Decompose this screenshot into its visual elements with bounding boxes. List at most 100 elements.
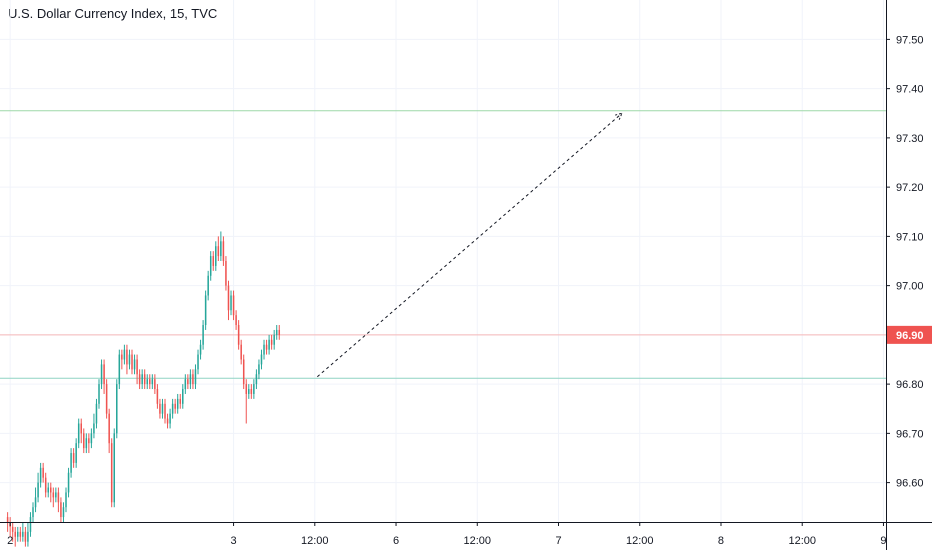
- y-tick-label: 97.10: [896, 231, 924, 243]
- candle: [88, 438, 90, 444]
- x-tick-label: 12:00: [464, 535, 492, 547]
- candle: [32, 507, 34, 518]
- current-price-tag: 96.90: [887, 325, 932, 344]
- candle: [52, 492, 55, 498]
- candle: [149, 379, 151, 385]
- candle: [103, 364, 105, 385]
- candle: [179, 398, 182, 404]
- candle: [253, 384, 255, 394]
- candle: [121, 354, 123, 360]
- candle: [17, 531, 19, 537]
- candle: [171, 403, 174, 414]
- candle: [156, 389, 159, 404]
- candle: [50, 487, 52, 493]
- candle: [220, 241, 222, 257]
- candle: [77, 423, 80, 444]
- candle: [192, 374, 194, 385]
- candle: [90, 433, 93, 444]
- candle: [95, 403, 98, 424]
- x-tick-label: 9: [880, 535, 886, 547]
- candle: [65, 492, 67, 508]
- candle: [189, 374, 192, 385]
- candle: [27, 531, 29, 542]
- candle: [70, 453, 72, 473]
- candle: [255, 374, 258, 385]
- candle: [174, 403, 176, 409]
- candle: [248, 389, 250, 394]
- candle: [217, 246, 220, 257]
- candle: [197, 354, 199, 370]
- candle: [235, 315, 237, 326]
- candle: [128, 354, 131, 365]
- candle: [273, 334, 275, 345]
- candle: [24, 531, 27, 542]
- candle: [22, 531, 24, 537]
- candle: [143, 374, 146, 385]
- candle: [34, 497, 37, 508]
- candle: [258, 364, 260, 375]
- candle: [57, 492, 60, 503]
- candle: [164, 403, 166, 419]
- candle: [67, 472, 70, 493]
- x-tick-label: 12:00: [301, 535, 329, 547]
- chart-title: U.S. Dollar Currency Index, 15, TVC: [8, 6, 218, 21]
- candle: [227, 285, 230, 311]
- candle: [133, 359, 136, 370]
- candle: [263, 344, 265, 355]
- candle: [113, 433, 116, 503]
- candle: [62, 507, 65, 518]
- candle: [245, 384, 248, 394]
- candle: [204, 295, 207, 326]
- candle: [72, 453, 75, 463]
- candle: [110, 443, 113, 503]
- candle: [146, 379, 149, 385]
- candle: [75, 443, 77, 463]
- x-tick-label: 6: [393, 535, 399, 547]
- candle: [131, 354, 133, 370]
- trend-line: [317, 112, 623, 378]
- candle: [184, 379, 187, 390]
- candle: [194, 369, 197, 385]
- candles: [6, 231, 281, 547]
- candle: [265, 344, 268, 350]
- price-tag-box: [887, 325, 932, 344]
- candle: [29, 517, 32, 532]
- candle: [93, 423, 95, 434]
- candle: [136, 359, 138, 375]
- candle: [108, 413, 110, 444]
- y-tick-label: 96.80: [896, 379, 924, 391]
- trend-line-group: [317, 112, 623, 378]
- candle: [240, 344, 242, 360]
- candle: [260, 354, 263, 365]
- candle: [232, 295, 235, 316]
- candle: [242, 359, 245, 385]
- candle: [47, 487, 49, 493]
- candle: [11, 526, 14, 532]
- candle: [199, 344, 202, 355]
- candle: [100, 364, 103, 385]
- candle: [268, 339, 270, 350]
- candle: [169, 413, 171, 424]
- x-tick-label: 12:00: [626, 535, 654, 547]
- x-tick-label: 12:00: [788, 535, 816, 547]
- candle: [215, 246, 217, 266]
- candle: [161, 403, 164, 414]
- candle: [154, 379, 156, 390]
- candle: [250, 389, 253, 394]
- candle: [6, 517, 9, 522]
- candle: [42, 467, 44, 478]
- candle: [209, 256, 212, 276]
- candle: [159, 403, 161, 414]
- y-tick-label: 97.40: [896, 84, 924, 96]
- y-tick-label: 96.60: [896, 478, 924, 490]
- candle: [212, 256, 215, 266]
- candle: [123, 349, 126, 360]
- candle: [98, 384, 100, 404]
- x-tick-label: 7: [555, 535, 561, 547]
- candle: [85, 438, 88, 449]
- candle: [151, 379, 154, 385]
- x-tick-label: 2: [7, 535, 13, 547]
- candle: [278, 329, 281, 335]
